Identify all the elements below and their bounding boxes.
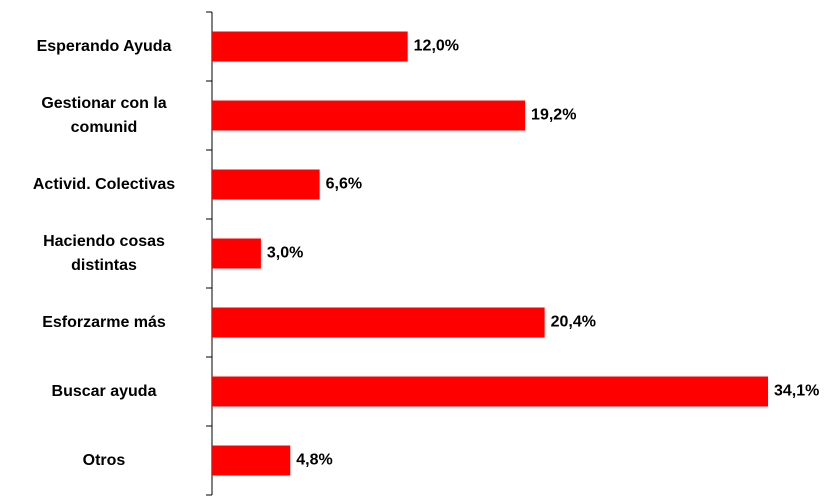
category-label: Buscar ayuda bbox=[51, 382, 157, 400]
value-label: 20,4% bbox=[551, 314, 596, 331]
category-label: Esperando Ayuda bbox=[36, 37, 172, 55]
value-label: 19,2% bbox=[531, 107, 576, 124]
value-label: 34,1% bbox=[774, 383, 819, 400]
bar bbox=[212, 445, 291, 476]
value-label: 3,0% bbox=[267, 245, 303, 262]
value-label: 6,6% bbox=[326, 176, 362, 193]
value-label: 4,8% bbox=[296, 452, 332, 469]
category-label: Otros bbox=[82, 451, 126, 469]
category-label: Activid. Colectivas bbox=[32, 175, 176, 193]
category-label: Gestionar con la comunid bbox=[41, 94, 167, 136]
bar bbox=[212, 31, 408, 62]
category-label: Haciendo cosas distintas bbox=[43, 232, 165, 274]
value-label: 12,0% bbox=[414, 38, 459, 55]
bar bbox=[212, 169, 320, 200]
category-label: Esforzarme más bbox=[42, 313, 166, 331]
bar bbox=[212, 307, 545, 338]
bar bbox=[212, 100, 526, 131]
bar bbox=[212, 376, 768, 407]
bar bbox=[212, 238, 261, 269]
